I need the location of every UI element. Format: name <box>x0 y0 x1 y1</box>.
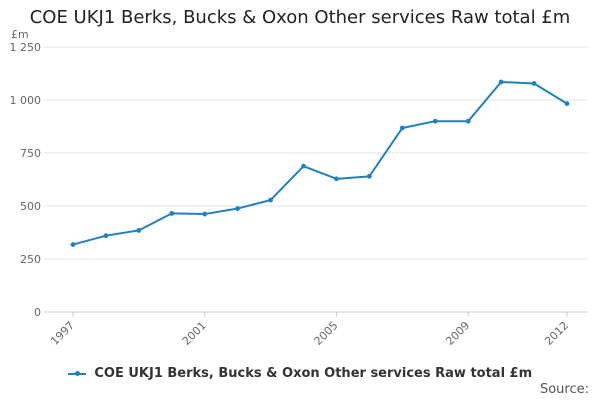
data-point[interactable] <box>367 173 372 179</box>
data-point[interactable] <box>399 125 405 131</box>
x-tick-label: 2001 <box>180 319 209 348</box>
data-point[interactable] <box>432 118 438 124</box>
x-tick-label: 2005 <box>312 319 341 348</box>
source-label: Source: <box>539 382 589 397</box>
data-point[interactable] <box>498 79 504 85</box>
y-tick-label: 500 <box>20 200 41 213</box>
data-point[interactable] <box>103 233 109 239</box>
legend[interactable]: COE UKJ1 Berks, Bucks & Oxon Other servi… <box>0 366 600 381</box>
data-point[interactable] <box>531 81 537 86</box>
y-tick-label: 1 250 <box>10 41 42 54</box>
data-point[interactable] <box>465 118 471 124</box>
data-point[interactable] <box>268 197 273 203</box>
x-tick-label: 2012 <box>542 319 571 348</box>
gridlines <box>44 46 588 260</box>
series-layer <box>70 79 570 247</box>
data-point[interactable] <box>235 206 241 211</box>
x-tick-label: 2009 <box>443 319 472 348</box>
y-tick-label: 0 <box>34 306 41 319</box>
y-axis-unit-label: £m <box>11 28 29 41</box>
data-point[interactable] <box>202 211 208 217</box>
y-tick-label: 250 <box>20 253 41 266</box>
data-point[interactable] <box>136 227 142 233</box>
data-point[interactable] <box>169 211 175 216</box>
chart-title: COE UKJ1 Berks, Bucks & Oxon Other servi… <box>29 7 571 28</box>
axes: 0 250 500 750 1 000 1 250 1997 2001 2005 2009 2012 <box>10 41 588 348</box>
x-tick-label: 1997 <box>48 319 77 348</box>
data-point[interactable] <box>334 176 339 182</box>
legend-label: COE UKJ1 Berks, Bucks & Oxon Other servi… <box>94 366 533 381</box>
series-line <box>72 80 568 246</box>
legend-marker-icon <box>67 370 86 376</box>
data-point[interactable] <box>301 163 306 169</box>
y-tick-label: 750 <box>20 147 41 160</box>
data-point[interactable] <box>564 101 570 107</box>
y-tick-label: 1 000 <box>10 94 42 107</box>
data-point[interactable] <box>70 242 76 247</box>
